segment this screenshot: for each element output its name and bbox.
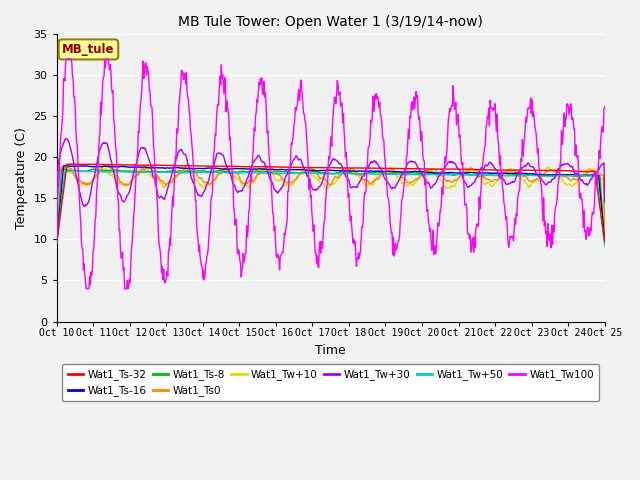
X-axis label: Time: Time — [316, 344, 346, 357]
Wat1_Tw100 — [601, 104, 609, 109]
Wat1_Ts-32 — [87, 161, 95, 167]
Wat1_Ts-32 — [601, 239, 609, 244]
Wat1_Tw100 — [387, 225, 394, 230]
Wat1_Ts-8 — [525, 172, 533, 178]
Wat1_Ts-8 — [53, 238, 61, 243]
Wat1_Tw+10 — [385, 168, 393, 174]
Wat1_Ts0 — [601, 231, 609, 237]
Wat1_Ts0 — [105, 161, 113, 167]
Wat1_Tw+50 — [70, 168, 77, 174]
Wat1_Tw+50 — [403, 172, 410, 178]
Wat1_Tw+10 — [468, 167, 476, 173]
Wat1_Tw+30 — [53, 241, 61, 247]
Wat1_Ts-32 — [53, 240, 61, 246]
Wat1_Ts-16 — [601, 238, 609, 244]
Wat1_Ts-32 — [469, 167, 477, 172]
Wat1_Tw+10 — [53, 229, 61, 235]
Legend: Wat1_Ts-32, Wat1_Ts-16, Wat1_Ts-8, Wat1_Ts0, Wat1_Tw+10, Wat1_Tw+30, Wat1_Tw+50,: Wat1_Ts-32, Wat1_Ts-16, Wat1_Ts-8, Wat1_… — [62, 364, 599, 401]
Wat1_Ts0 — [53, 228, 61, 234]
Line: Wat1_Tw100: Wat1_Tw100 — [57, 59, 605, 288]
Text: MB_tule: MB_tule — [62, 43, 115, 56]
Wat1_Tw100 — [88, 273, 95, 278]
Wat1_Ts-32 — [525, 168, 533, 173]
Wat1_Ts-16 — [87, 164, 95, 169]
Wat1_Ts0 — [469, 167, 477, 173]
Wat1_Ts0 — [386, 168, 394, 174]
Wat1_Ts-8 — [90, 166, 97, 172]
Wat1_Ts-32 — [403, 166, 410, 171]
Wat1_Tw+30 — [87, 188, 95, 193]
Wat1_Ts-16 — [469, 170, 477, 176]
Wat1_Ts0 — [86, 180, 94, 186]
Wat1_Tw+10 — [371, 178, 379, 184]
Line: Wat1_Ts-32: Wat1_Ts-32 — [57, 164, 605, 243]
Wat1_Ts-16 — [372, 168, 380, 174]
Wat1_Ts0 — [525, 178, 533, 184]
Wat1_Tw+30 — [525, 161, 533, 167]
Wat1_Tw+30 — [403, 164, 410, 169]
Wat1_Tw100 — [53, 227, 61, 232]
Wat1_Tw+50 — [601, 243, 609, 249]
Line: Wat1_Tw+10: Wat1_Tw+10 — [57, 168, 605, 236]
Wat1_Ts0 — [403, 178, 410, 184]
Wat1_Tw+50 — [87, 168, 95, 174]
Wat1_Tw+30 — [469, 180, 477, 186]
Wat1_Tw+30 — [386, 182, 394, 188]
Wat1_Ts-32 — [386, 166, 394, 171]
Line: Wat1_Ts-16: Wat1_Ts-16 — [57, 166, 605, 244]
Wat1_Ts-8 — [386, 171, 394, 177]
Wat1_Ts-16 — [386, 169, 394, 175]
Wat1_Tw+50 — [469, 172, 477, 178]
Title: MB Tule Tower: Open Water 1 (3/19/14-now): MB Tule Tower: Open Water 1 (3/19/14-now… — [179, 15, 483, 29]
Wat1_Tw+30 — [372, 159, 380, 165]
Wat1_Tw+30 — [601, 199, 609, 205]
Wat1_Tw100 — [83, 286, 90, 291]
Wat1_Ts-8 — [403, 170, 410, 176]
Wat1_Tw+50 — [53, 240, 61, 246]
Wat1_Tw+10 — [86, 180, 94, 185]
Wat1_Ts-8 — [86, 168, 94, 173]
Wat1_Ts-16 — [53, 241, 61, 247]
Line: Wat1_Ts0: Wat1_Ts0 — [57, 164, 605, 234]
Wat1_Tw+50 — [386, 171, 394, 177]
Wat1_Ts0 — [372, 177, 380, 183]
Wat1_Tw100 — [526, 105, 534, 110]
Line: Wat1_Tw+30: Wat1_Tw+30 — [57, 138, 605, 244]
Wat1_Tw+10 — [402, 181, 410, 187]
Wat1_Tw100 — [403, 152, 411, 158]
Wat1_Ts-8 — [601, 240, 609, 246]
Wat1_Ts-32 — [64, 161, 72, 167]
Wat1_Tw+10 — [525, 185, 532, 191]
Y-axis label: Temperature (C): Temperature (C) — [15, 127, 28, 229]
Wat1_Tw100 — [470, 249, 477, 255]
Wat1_Tw+10 — [601, 233, 609, 239]
Wat1_Ts-16 — [403, 169, 410, 175]
Wat1_Tw100 — [372, 91, 380, 96]
Wat1_Tw+50 — [372, 171, 380, 177]
Wat1_Tw+30 — [63, 135, 70, 141]
Line: Wat1_Ts-8: Wat1_Ts-8 — [57, 169, 605, 243]
Wat1_Ts-32 — [372, 165, 380, 171]
Wat1_Tw+10 — [544, 165, 552, 170]
Wat1_Ts-16 — [525, 171, 533, 177]
Wat1_Ts-8 — [469, 172, 477, 178]
Line: Wat1_Tw+50: Wat1_Tw+50 — [57, 171, 605, 246]
Wat1_Ts-16 — [63, 163, 71, 168]
Wat1_Tw+50 — [525, 172, 533, 178]
Wat1_Ts-8 — [372, 169, 380, 175]
Wat1_Tw100 — [63, 56, 70, 62]
